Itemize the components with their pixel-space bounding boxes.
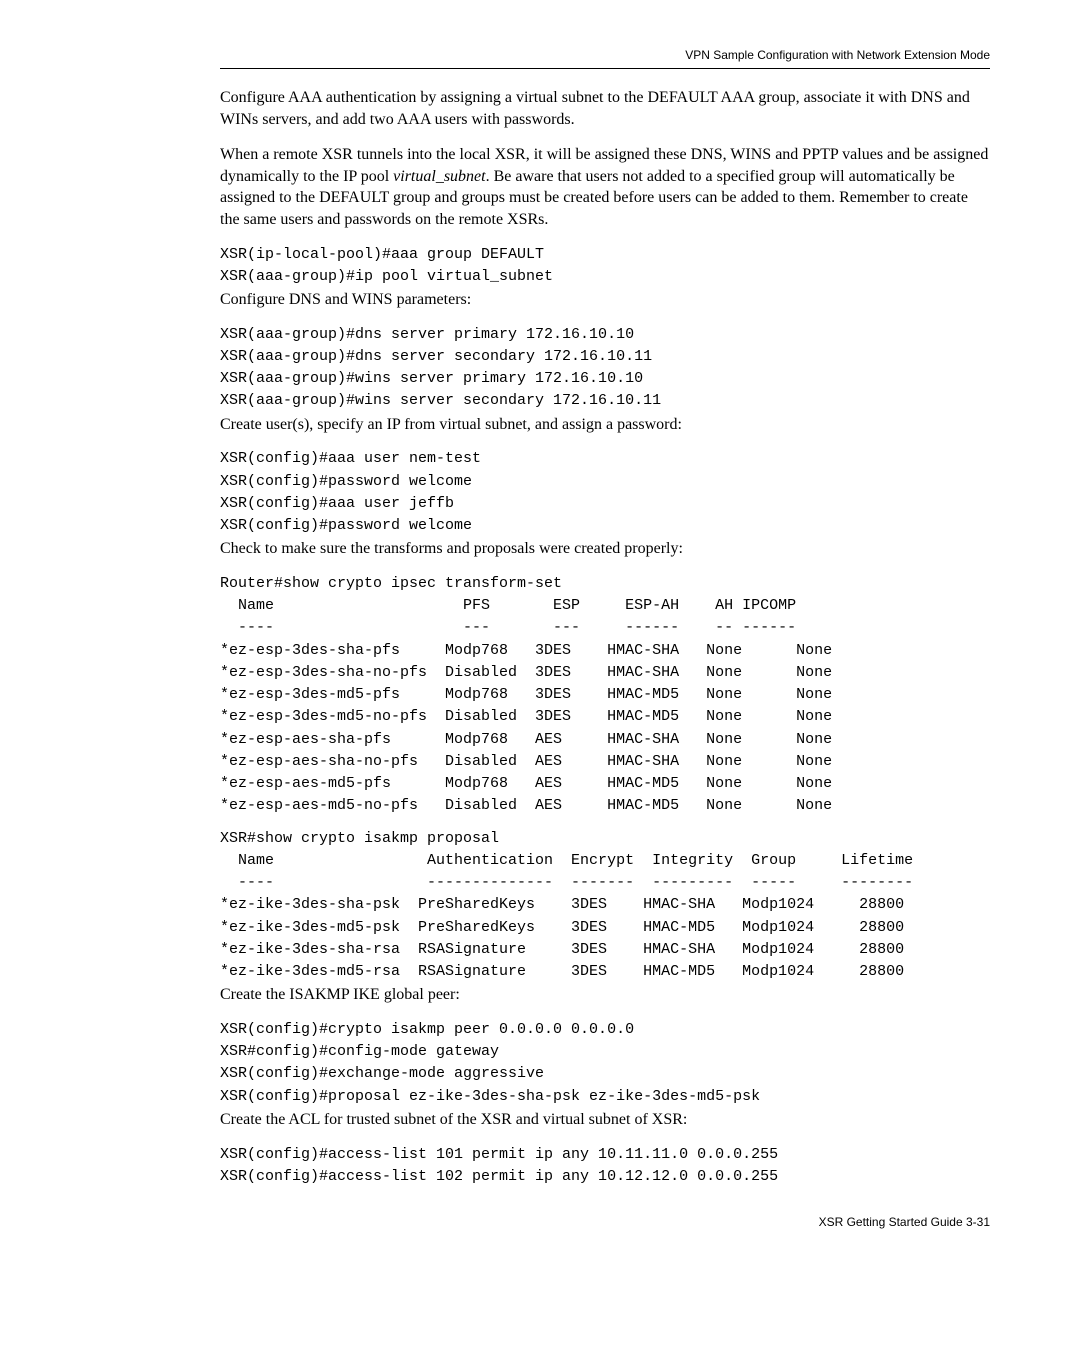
cli-line: XSR(config)#proposal ez-ike-3des-sha-psk…: [220, 1087, 990, 1107]
cli-table-title: XSR#show crypto isakmp proposal: [220, 829, 990, 849]
cli-table-row: *ez-esp-aes-md5-pfs Modp768 AES HMAC-MD5…: [220, 774, 990, 794]
cli-line: XSR(config)#password welcome: [220, 516, 990, 536]
cli-table-header: Name Authentication Encrypt Integrity Gr…: [220, 851, 990, 871]
spacer: [220, 819, 990, 829]
cli-line: XSR(config)#password welcome: [220, 472, 990, 492]
cli-table-row: *ez-esp-aes-sha-no-pfs Disabled AES HMAC…: [220, 752, 990, 772]
paragraph-2-italic: virtual_subnet: [393, 168, 485, 185]
header-right-text: VPN Sample Configuration with Network Ex…: [220, 48, 990, 62]
cli-table-row: *ez-ike-3des-sha-rsa RSASignature 3DES H…: [220, 940, 990, 960]
footer-text: XSR Getting Started Guide 3-31: [220, 1215, 990, 1229]
cli-line: XSR(aaa-group)#ip pool virtual_subnet: [220, 267, 990, 287]
cli-table-dash: ---- --- --- ------ -- ------: [220, 618, 990, 638]
cli-table-header: Name PFS ESP ESP-AH AH IPCOMP: [220, 596, 990, 616]
cli-table-row: *ez-esp-3des-md5-pfs Modp768 3DES HMAC-M…: [220, 685, 990, 705]
cli-line: XSR(config)#exchange-mode aggressive: [220, 1064, 990, 1084]
paragraph-3: Configure DNS and WINS parameters:: [220, 289, 990, 311]
cli-table-row: *ez-ike-3des-md5-rsa RSASignature 3DES H…: [220, 962, 990, 982]
cli-table-row: *ez-ike-3des-md5-psk PreSharedKeys 3DES …: [220, 918, 990, 938]
cli-line: XSR(ip-local-pool)#aaa group DEFAULT: [220, 245, 990, 265]
header-rule: [220, 68, 990, 69]
cli-table-row: *ez-esp-3des-md5-no-pfs Disabled 3DES HM…: [220, 707, 990, 727]
paragraph-6: Create the ISAKMP IKE global peer:: [220, 984, 990, 1006]
paragraph-7: Create the ACL for trusted subnet of the…: [220, 1109, 990, 1131]
page-content: VPN Sample Configuration with Network Ex…: [0, 0, 1080, 1269]
cli-line: XSR#config)#config-mode gateway: [220, 1042, 990, 1062]
paragraph-5: Check to make sure the transforms and pr…: [220, 538, 990, 560]
cli-line: XSR(config)#access-list 101 permit ip an…: [220, 1145, 990, 1165]
paragraph-1: Configure AAA authentication by assignin…: [220, 87, 990, 130]
cli-line: XSR(config)#aaa user jeffb: [220, 494, 990, 514]
cli-table-dash: ---- -------------- ------- --------- --…: [220, 873, 990, 893]
cli-line: XSR(aaa-group)#wins server primary 172.1…: [220, 369, 990, 389]
cli-line: XSR(config)#aaa user nem-test: [220, 449, 990, 469]
cli-table-row: *ez-esp-aes-sha-pfs Modp768 AES HMAC-SHA…: [220, 730, 990, 750]
cli-table-row: *ez-esp-3des-sha-pfs Modp768 3DES HMAC-S…: [220, 641, 990, 661]
paragraph-4: Create user(s), specify an IP from virtu…: [220, 414, 990, 436]
cli-line: XSR(aaa-group)#wins server secondary 172…: [220, 391, 990, 411]
cli-line: XSR(config)#access-list 102 permit ip an…: [220, 1167, 990, 1187]
cli-table-row: *ez-esp-3des-sha-no-pfs Disabled 3DES HM…: [220, 663, 990, 683]
cli-line: XSR(config)#crypto isakmp peer 0.0.0.0 0…: [220, 1020, 990, 1040]
cli-line: XSR(aaa-group)#dns server secondary 172.…: [220, 347, 990, 367]
cli-table-row: *ez-esp-aes-md5-no-pfs Disabled AES HMAC…: [220, 796, 990, 816]
paragraph-2: When a remote XSR tunnels into the local…: [220, 144, 990, 230]
cli-table-title: Router#show crypto ipsec transform-set: [220, 574, 990, 594]
cli-line: XSR(aaa-group)#dns server primary 172.16…: [220, 325, 990, 345]
cli-table-row: *ez-ike-3des-sha-psk PreSharedKeys 3DES …: [220, 895, 990, 915]
